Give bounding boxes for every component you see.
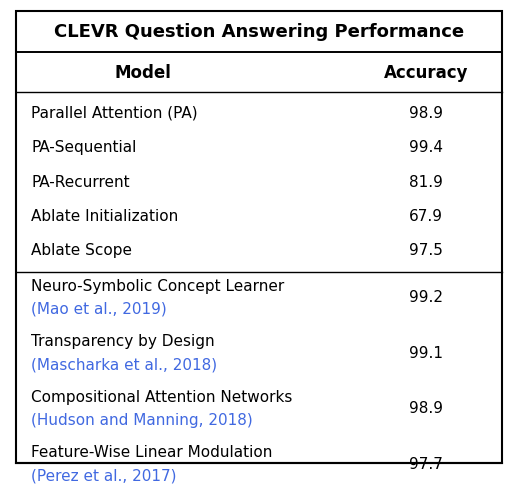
Text: 97.7: 97.7 [409,456,443,471]
Text: Transparency by Design: Transparency by Design [31,334,214,349]
Text: Parallel Attention (PA): Parallel Attention (PA) [31,106,198,121]
Text: Compositional Attention Networks: Compositional Attention Networks [31,390,293,405]
Text: (Mascharka et al., 2018): (Mascharka et al., 2018) [31,357,217,372]
Text: (Hudson and Manning, 2018): (Hudson and Manning, 2018) [31,413,253,428]
Text: 99.1: 99.1 [409,346,443,361]
Text: PA-Recurrent: PA-Recurrent [31,175,130,190]
Text: 99.4: 99.4 [409,140,443,155]
Text: CLEVR Question Answering Performance: CLEVR Question Answering Performance [54,23,464,41]
Text: 81.9: 81.9 [409,175,443,190]
Text: Ablate Initialization: Ablate Initialization [31,209,178,224]
Text: 67.9: 67.9 [409,209,443,224]
Text: Ablate Scope: Ablate Scope [31,243,132,258]
Text: (Perez et al., 2017): (Perez et al., 2017) [31,469,177,484]
Text: Model: Model [114,64,171,82]
Text: 98.9: 98.9 [409,106,443,121]
Text: PA-Sequential: PA-Sequential [31,140,136,155]
Text: Feature-Wise Linear Modulation: Feature-Wise Linear Modulation [31,445,272,460]
Text: 99.2: 99.2 [409,290,443,305]
Text: Accuracy: Accuracy [384,64,468,82]
Text: Neuro-Symbolic Concept Learner: Neuro-Symbolic Concept Learner [31,279,284,294]
Text: 98.9: 98.9 [409,401,443,416]
Text: 97.5: 97.5 [409,243,443,258]
FancyBboxPatch shape [16,11,502,463]
Text: (Mao et al., 2019): (Mao et al., 2019) [31,302,167,317]
